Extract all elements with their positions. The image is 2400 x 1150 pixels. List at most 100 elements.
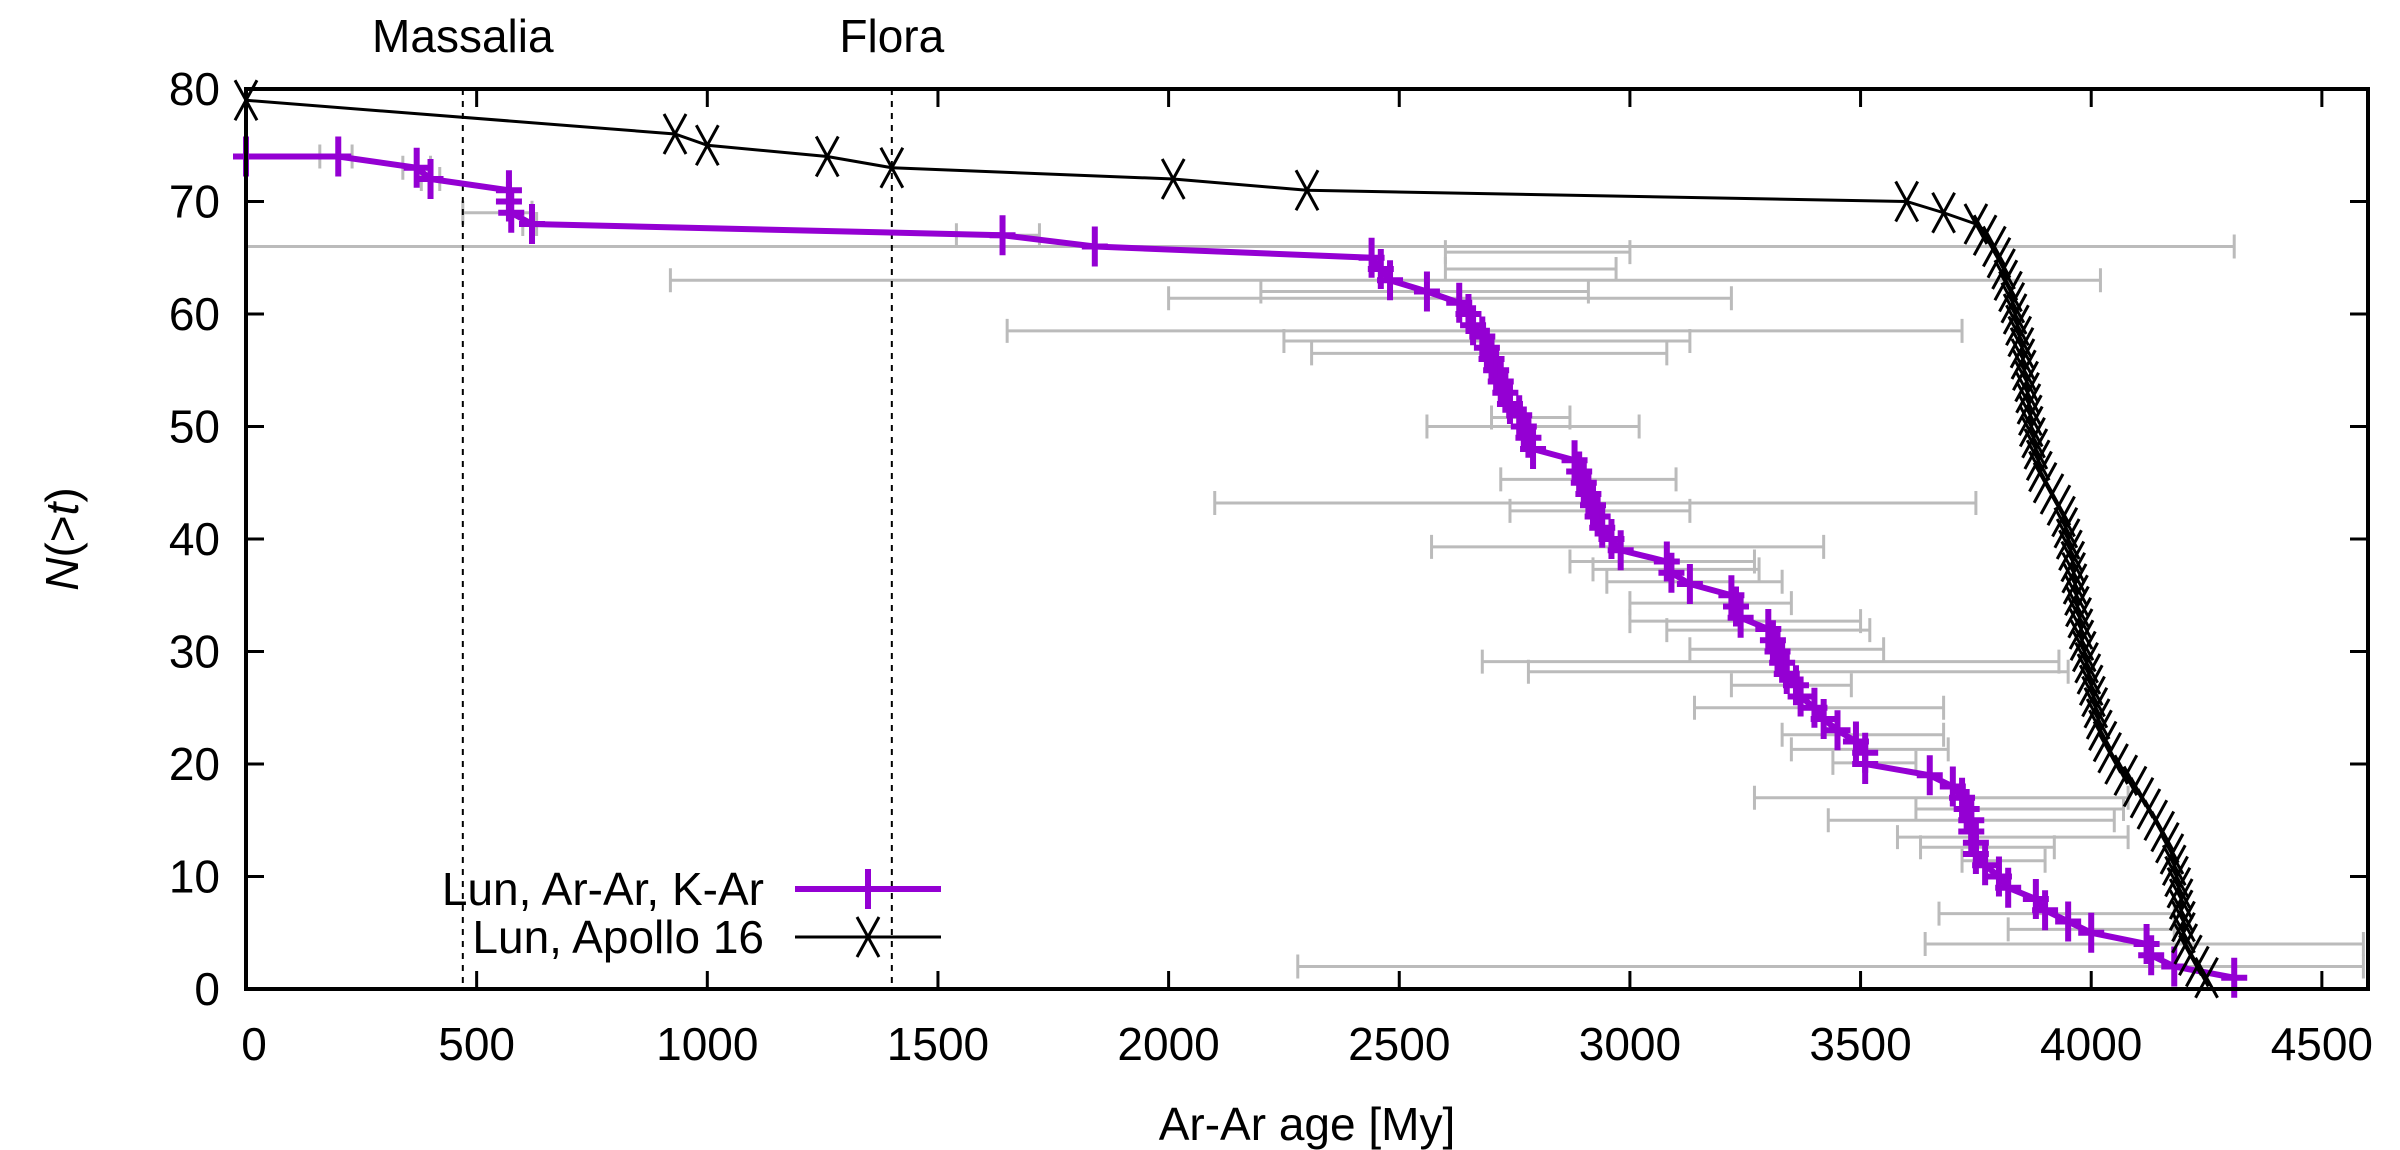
error-bar: [1430, 534, 1826, 559]
data-point: [1894, 180, 1920, 223]
data-point: [2053, 507, 2079, 549]
y-tick-label: 30: [169, 626, 220, 678]
data-point: [2069, 619, 2095, 661]
y-tick-label: 80: [169, 63, 220, 115]
data-point: [1413, 271, 1440, 312]
x-tick-label: 1000: [656, 1018, 758, 1070]
data-point: [2161, 844, 2187, 886]
annotations: Massalia Flora: [372, 10, 945, 989]
legend: Lun, Ar-Ar, K-Ar Lun, Apollo 16: [442, 863, 941, 963]
y-tick-label: 60: [169, 288, 220, 340]
data-point: [989, 215, 1016, 256]
y-axis-label: N(>t): [36, 487, 88, 591]
x-tick-label: 3000: [1579, 1018, 1681, 1070]
y-tick-label: 70: [169, 176, 220, 228]
data-point: [1160, 158, 1186, 200]
data-point: [2074, 642, 2099, 684]
error-bar: [1443, 240, 1632, 265]
x-axis-label: Ar-Ar age [My]: [1159, 1098, 1456, 1150]
data-point: [1810, 699, 1837, 739]
data-point: [2171, 912, 2196, 954]
data-point: [2085, 698, 2111, 740]
data-point: [1658, 552, 1685, 593]
data-point: [1931, 192, 1956, 234]
data-point: [1991, 248, 2016, 290]
data-point: [1852, 744, 1879, 784]
data-point: [1727, 597, 1754, 638]
legend-label-lun-arar: Lun, Ar-Ar, K-Ar: [442, 863, 764, 915]
data-point: [2021, 417, 2046, 459]
legend-marker: [855, 916, 881, 958]
data-point: [2055, 518, 2081, 560]
data-point: [694, 124, 720, 166]
data-point: [2138, 935, 2165, 976]
data-point: [2076, 653, 2102, 695]
data-point: [498, 192, 525, 233]
data-point: [2055, 901, 2082, 942]
data-point: [1972, 845, 1999, 886]
annotation-massalia: Massalia: [372, 10, 554, 62]
data-point: [879, 147, 905, 189]
data-point: [1081, 226, 1108, 267]
x-tick-label: 500: [438, 1018, 515, 1070]
data-point: [2194, 957, 2219, 999]
data-point: [1377, 260, 1404, 301]
data-point: [325, 136, 352, 177]
legend-label-apollo16: Lun, Apollo 16: [472, 911, 764, 963]
error-bar: [1895, 825, 2130, 850]
data-point: [2018, 405, 2044, 448]
data-point: [1520, 429, 1547, 469]
data-point: [2078, 912, 2105, 953]
x-tick-label: 4000: [2040, 1018, 2142, 1070]
data-point: [403, 147, 430, 188]
data-point: [2159, 833, 2185, 875]
series-group: [233, 79, 2248, 999]
x-tick-label: 2500: [1348, 1018, 1450, 1070]
data-point: [519, 204, 546, 244]
x-tick-label: 4500: [2271, 1018, 2373, 1070]
data-point: [2032, 890, 2059, 931]
data-point: [2081, 675, 2106, 718]
x-tick-label: 2000: [1117, 1018, 1219, 1070]
axis-ticks: 0 500 1000 1500 2000 2500 3000 3500 4000 4500 0 10 2…: [169, 63, 2373, 1070]
data-point: [2051, 495, 2076, 538]
y-tick-label: 20: [169, 738, 220, 790]
data-point: [2023, 428, 2049, 470]
data-point: [2221, 957, 2248, 998]
data-point: [1607, 530, 1634, 571]
data-point: [1995, 867, 2022, 908]
data-point: [2083, 687, 2109, 729]
data-point: [1676, 564, 1703, 604]
data-point: [1916, 755, 1943, 796]
error-bar: [1914, 797, 2126, 821]
y-tick-label: 10: [169, 851, 220, 903]
error-bars: [244, 144, 2365, 979]
y-tick-label: 50: [169, 401, 220, 453]
data-point: [2002, 293, 2028, 335]
data-point: [2078, 664, 2104, 706]
series-apollo16: [233, 79, 2219, 999]
error-bar: [1443, 257, 1618, 281]
data-point: [2071, 630, 2097, 673]
data-point: [2000, 282, 2026, 324]
data-point: [417, 159, 444, 199]
data-point: [2164, 855, 2189, 898]
series-lun-arar: [233, 136, 2248, 998]
legend-marker: [855, 869, 881, 909]
data-point: [662, 113, 688, 155]
x-tick-label: 1500: [887, 1018, 989, 1070]
data-point: [2005, 304, 2030, 346]
data-point: [1998, 270, 2023, 313]
series-line: [245, 98, 2208, 979]
data-point: [1294, 169, 1320, 211]
data-point: [1787, 676, 1814, 717]
x-tick-label: 0: [241, 1018, 267, 1070]
x-tick-label: 3500: [1809, 1018, 1911, 1070]
y-tick-label: 0: [194, 963, 220, 1015]
data-point: [2025, 439, 2051, 481]
error-bar: [1789, 737, 1950, 762]
y-tick-label: 40: [169, 513, 220, 565]
data-point: [814, 135, 840, 178]
annotation-flora: Flora: [839, 10, 944, 62]
